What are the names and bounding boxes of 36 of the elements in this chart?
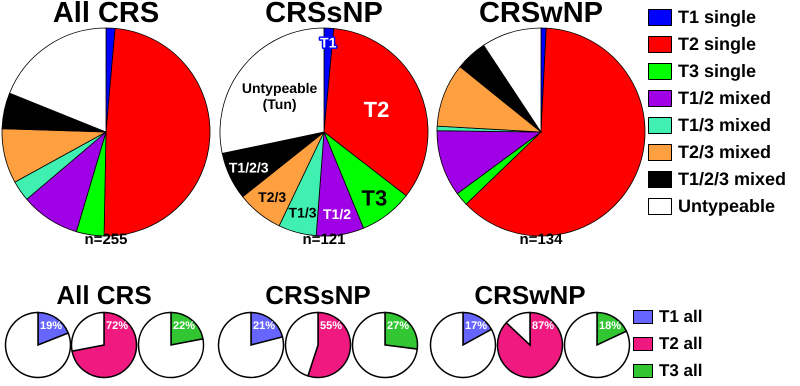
legend-label: T2/3 mixed [678,142,772,163]
data-label: T1/2 [323,206,352,222]
legend-label: T1/2/3 mixed [678,169,786,190]
data-label: 27% [387,320,410,332]
legend-label: T3 single [678,61,756,82]
data-label: T1/2/3 [228,159,269,176]
legend-label: Untypeable [678,196,776,217]
legend-label: T2 single [678,34,756,55]
data-label: Untypeable (Tun) [242,80,318,112]
text: n=255 [84,231,128,248]
text: n=134 [518,231,564,248]
data-label: T2 [364,96,390,122]
chart-title: CRSwNP [473,280,587,310]
legend-label: T1/3 mixed [678,115,772,136]
data-label: 22% [173,320,196,332]
data-label: 19% [40,320,62,332]
data-label: 87% [532,320,554,332]
legend-label: T3 all [659,360,702,380]
data-label: 21% [253,320,276,332]
data-label: T1/3 [288,204,317,220]
chart-title: All CRS [55,280,153,310]
chart-title: CRSsNP [264,0,384,29]
data-label: T3 [362,186,388,211]
legend-label: T2 all [659,334,702,354]
text: n=121 [302,231,346,248]
chart-title: CRSsNP [264,280,372,310]
data-label: 18% [599,320,622,332]
legend-label: T1/2 mixed [678,88,772,109]
legend-label: T1 single [678,7,756,28]
legend-label: T1 all [659,306,702,326]
chart-title: CRSwNP [478,0,604,29]
data-label: T2/3 [258,189,286,206]
data-label: 17% [465,320,488,332]
data-label: 55% [320,320,342,332]
chart-title: All CRS [52,0,160,29]
data-label: 72% [106,320,128,332]
